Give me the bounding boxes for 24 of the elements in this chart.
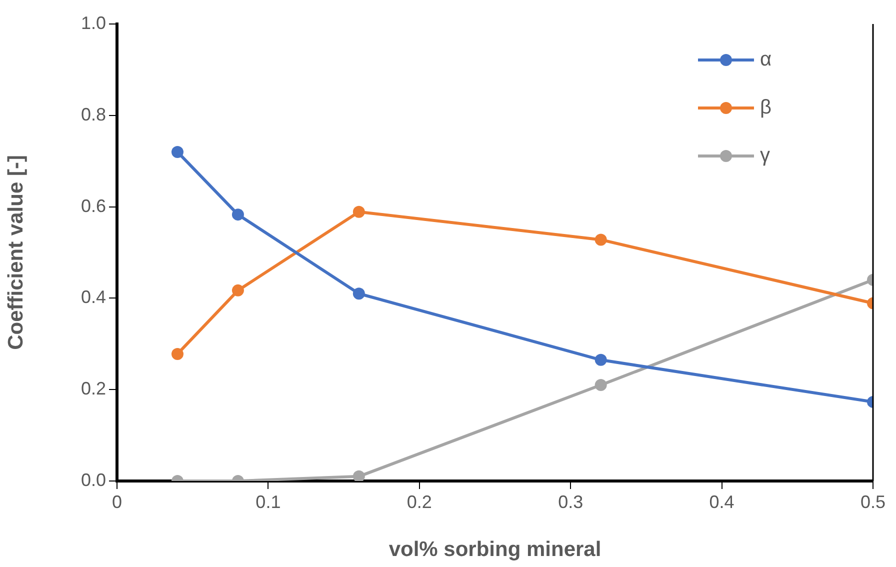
x-tick-label: 0.3 [558, 492, 584, 512]
x-tick-label: 0.1 [256, 492, 281, 512]
point [232, 208, 244, 221]
y-tick-label: 0.4 [80, 287, 106, 308]
x-tick-label: 0.2 [406, 492, 432, 512]
y-tick-label: 1.0 [80, 12, 106, 33]
point [352, 206, 365, 218]
legend-label: β [760, 96, 772, 119]
point [352, 288, 365, 300]
x-tick-label: 0 [112, 492, 122, 512]
y-tick-label: 0.2 [80, 378, 106, 399]
point [171, 146, 184, 158]
x-tick-label: 0.4 [709, 492, 734, 512]
point [232, 284, 244, 296]
legend-label: α [760, 48, 772, 71]
x-tick-label: 0.5 [860, 492, 886, 512]
y-tick-label: 0.6 [80, 196, 106, 216]
y-tick-label: 0.8 [80, 104, 106, 124]
y-tick-label: 0.0 [80, 470, 106, 490]
y-axis-title: Coefficient value [-] [4, 155, 28, 350]
point [171, 348, 184, 360]
x-axis-title: vol% sorbing mineral [388, 538, 602, 562]
legend-label: γ [760, 144, 770, 167]
point [352, 470, 365, 481]
